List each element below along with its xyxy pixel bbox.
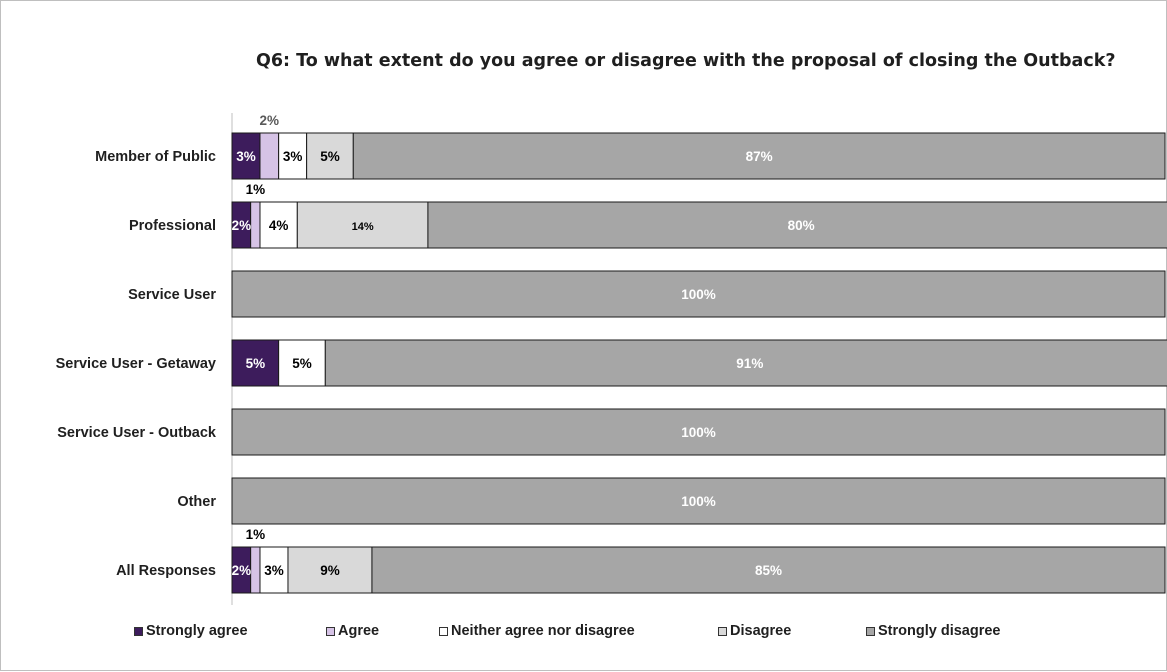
bar-professional-strongly-disagree [427,201,1167,249]
bar-member-of-public-agree [259,132,280,180]
bar-all-responses-disagree [287,546,373,594]
legend-swatch [134,626,143,636]
bar-professional-neither-agree-nor-disagree [259,201,298,249]
legend-item-strongly-disagree: Strongly disagree [866,623,1000,639]
data-label-all-responses-neither-agree-nor-disagree: 3% [264,563,284,578]
category-label-service-user: Service User [128,287,216,303]
data-label-service-user-getaway-strongly-disagree: 91% [736,356,763,371]
data-label-member-of-public-disagree: 5% [320,149,340,164]
bar-professional-agree [250,201,261,249]
bar-service-user-strongly-disagree [231,270,1166,318]
legend-label: Disagree [730,623,792,639]
data-label-member-of-public-neither-agree-nor-disagree: 3% [283,149,303,164]
legend-label: Neither agree nor disagree [451,623,635,639]
category-label-all-responses: All Responses [116,563,216,579]
data-label-all-responses-disagree: 9% [320,563,340,578]
category-label-professional: Professional [129,218,216,234]
data-label-service-user-getaway-strongly-agree: 5% [246,356,266,371]
legend-label: Strongly disagree [878,623,1001,639]
legend-item-agree: Agree [326,623,379,639]
bar-service-user-getaway-strongly-agree [231,339,280,387]
data-label-all-responses-strongly-agree: 2% [232,563,252,578]
data-label-all-responses-agree: 1% [246,527,266,542]
data-label-service-user-outback-strongly-disagree: 100% [681,425,716,440]
data-label-member-of-public-agree: 2% [260,113,280,128]
category-label-other: Other [177,494,216,510]
bar-service-user-getaway-neither-agree-nor-disagree [278,339,326,387]
category-label-service-user-outback: Service User - Outback [57,425,217,441]
bar-member-of-public-neither-agree-nor-disagree [278,132,308,180]
data-label-professional-disagree: 14% [352,221,374,233]
category-label-service-user-getaway: Service User - Getaway [56,356,216,372]
legend-item-strongly-agree: Strongly agree [134,623,248,639]
bar-all-responses-neither-agree-nor-disagree [259,546,289,594]
bar-all-responses-agree [250,546,261,594]
legend-label: Agree [338,623,380,639]
data-label-service-user-getaway-neither-agree-nor-disagree: 5% [292,356,312,371]
bar-service-user-outback-strongly-disagree [231,408,1166,456]
legend-swatch [718,626,727,636]
bar-professional-disagree [296,201,429,249]
data-label-professional-agree: 1% [246,182,266,197]
data-label-service-user-strongly-disagree: 100% [681,287,716,302]
bar-member-of-public-disagree [306,132,354,180]
bar-all-responses-strongly-disagree [371,546,1166,594]
legend-swatch [326,626,335,636]
legend-label: Strongly agree [146,623,248,639]
chart-title: Q6: To what extent do you agree or disag… [256,51,1116,71]
legend-item-neither-agree-nor-disagree: Neither agree nor disagree [439,623,635,639]
legend-swatch [439,626,448,636]
bar-other-strongly-disagree [231,477,1166,525]
data-label-all-responses-strongly-disagree: 85% [755,563,782,578]
legend-swatch [866,626,875,636]
data-label-member-of-public-strongly-agree: 3% [236,149,256,164]
data-label-professional-strongly-agree: 2% [232,218,252,233]
bar-service-user-getaway-strongly-disagree [324,339,1167,387]
category-label-member-of-public: Member of Public [95,149,216,165]
data-label-professional-strongly-disagree: 80% [788,218,815,233]
legend-item-disagree: Disagree [718,623,791,639]
data-label-member-of-public-strongly-disagree: 87% [746,149,773,164]
bar-member-of-public-strongly-disagree [352,132,1166,180]
data-label-other-strongly-disagree: 100% [681,494,716,509]
data-label-professional-neither-agree-nor-disagree: 4% [269,218,289,233]
